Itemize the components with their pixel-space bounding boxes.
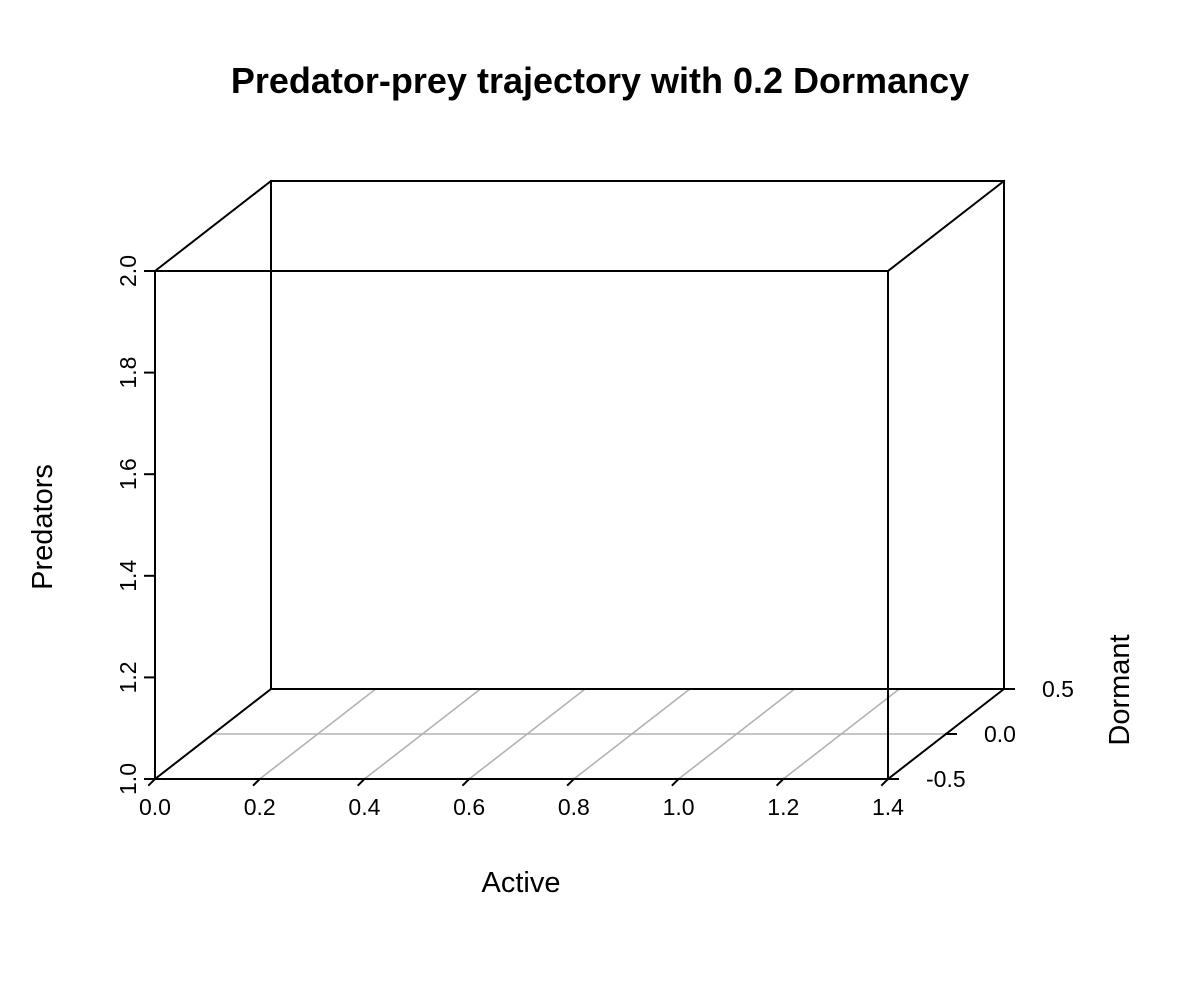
z-tick-label: 1.0	[115, 763, 141, 795]
x-tick-label: 0.2	[244, 794, 276, 820]
x-tick-label: 1.0	[663, 794, 695, 820]
box-edge	[886, 179, 1006, 273]
z-tick-label: 1.4	[115, 560, 141, 592]
x-tick-mark	[566, 777, 576, 787]
chart-title: Predator-prey trajectory with 0.2 Dorman…	[231, 60, 969, 101]
z-tick-label: 1.6	[115, 458, 141, 490]
z-axis-label: Predators	[27, 464, 59, 590]
z-tick-label: 2.0	[115, 255, 141, 287]
x-tick-label: 0.6	[453, 794, 485, 820]
x-tick-label: 0.8	[558, 794, 590, 820]
y-axis-label: Dormant	[1104, 634, 1136, 745]
plot-box	[153, 179, 1006, 781]
x-tick-label: 1.2	[767, 794, 799, 820]
axis-ticks: 0.0 0.2 0.4 0.6 0.8 1.0 1.2 1.4 1.0 1.2 1.4 1.6 1.8 2…	[115, 255, 1074, 820]
x-tick-mark	[461, 777, 471, 787]
x-tick-label: 0.4	[348, 794, 380, 820]
x-tick-mark	[775, 777, 785, 787]
box-edge	[153, 687, 273, 781]
z-tick-label: 1.2	[115, 661, 141, 693]
x-tick-label: 0.0	[139, 794, 171, 820]
x-tick-mark	[252, 777, 262, 787]
y-tick-label: 0.0	[984, 721, 1016, 747]
y-tick-label: 0.5	[1042, 676, 1074, 702]
x-tick-mark	[357, 777, 366, 787]
x-axis-label: Active	[482, 867, 561, 899]
box-edge	[153, 179, 273, 273]
floor-grid	[212, 687, 947, 781]
x-tick-label: 1.4	[872, 794, 904, 820]
y-tick-label: -0.5	[926, 766, 966, 792]
z-tick-label: 1.8	[115, 357, 141, 389]
x-tick-mark	[671, 777, 680, 787]
